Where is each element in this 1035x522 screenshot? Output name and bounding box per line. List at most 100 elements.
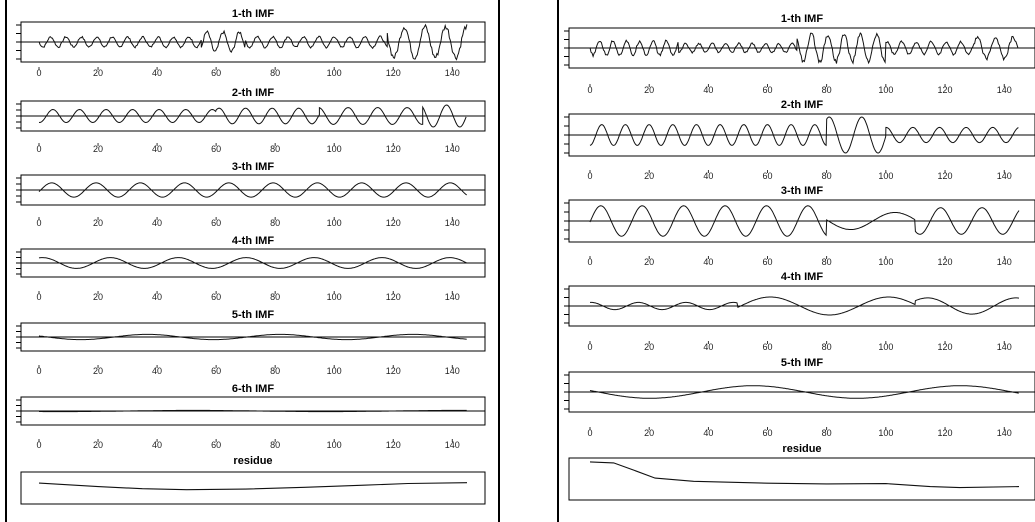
x-tick-label: 140: [445, 366, 460, 376]
x-tick-label: 80: [270, 218, 280, 228]
plot-frame: [20, 471, 486, 505]
subplot-title: 6-th IMF: [232, 383, 274, 395]
x-tick-label: 40: [152, 292, 162, 302]
x-tick-label: 60: [211, 68, 221, 78]
x-tick-label: 80: [822, 257, 832, 267]
x-tick-label: 120: [938, 257, 953, 267]
x-tick-label: 60: [211, 144, 221, 154]
x-tick-label: 60: [211, 292, 221, 302]
x-tick-label: 140: [445, 292, 460, 302]
x-tick-label: 140: [445, 68, 460, 78]
subplot-title: 2-th IMF: [781, 99, 823, 111]
imf-subplot: 5-th IMF 0 20 40 60 80 100 120 140: [564, 357, 1035, 438]
imf-subplot: 3-th IMF 0 20 40 60 80 100 120 140: [16, 161, 486, 228]
x-tick-label: 20: [644, 85, 654, 95]
imf-series-line: [38, 104, 467, 128]
x-tick-label: 20: [93, 292, 103, 302]
imf-series-line: [590, 296, 1020, 316]
subplot-title: 1-th IMF: [232, 8, 274, 20]
x-tick-label: 60: [763, 257, 773, 267]
residue-series-line: [589, 461, 1020, 489]
subplot-title: residue: [233, 455, 272, 467]
x-tick-label: 20: [93, 366, 103, 376]
imf-series-line: [39, 409, 467, 413]
x-tick-label: 80: [270, 366, 280, 376]
x-tick-label: 60: [211, 366, 221, 376]
x-tick-label: 40: [152, 218, 162, 228]
x-tick-label: 100: [878, 85, 893, 95]
x-tick-label: 120: [386, 68, 401, 78]
imf-series-line: [38, 257, 467, 269]
subplot-title: 5-th IMF: [232, 309, 274, 321]
x-tick-label: 100: [878, 171, 893, 181]
x-tick-label: 80: [822, 342, 832, 352]
x-tick-label: 140: [997, 342, 1012, 352]
x-tick-label: 60: [763, 342, 773, 352]
x-tick-label: 60: [763, 428, 773, 438]
imf-series-line: [38, 333, 467, 341]
x-tick-label: 80: [270, 144, 280, 154]
x-tick-label: 120: [938, 85, 953, 95]
x-tick-label: 100: [878, 342, 893, 352]
x-tick-label: 120: [386, 292, 401, 302]
subplot-title: 5-th IMF: [781, 357, 823, 369]
x-tick-label: 40: [703, 85, 713, 95]
x-tick-label: 20: [644, 171, 654, 181]
x-tick-label: 0: [36, 366, 41, 376]
x-tick-label: 60: [763, 171, 773, 181]
x-tick-label: 0: [587, 257, 592, 267]
imf-series-line: [589, 116, 1019, 154]
subplot-title: 2-th IMF: [232, 87, 274, 99]
imf-series-line: [38, 182, 468, 198]
left-imf-figure: 1-th IMF 0 20 40 60 80 100 120 140 2-th IMF 0 20 40 6…: [16, 8, 486, 505]
x-tick-label: 20: [93, 440, 103, 450]
x-tick-label: 140: [997, 85, 1012, 95]
x-tick-label: 0: [587, 85, 592, 95]
x-tick-label: 100: [327, 366, 342, 376]
x-tick-label: 20: [93, 144, 103, 154]
subplot-title: 3-th IMF: [781, 185, 823, 197]
x-tick-label: 60: [763, 85, 773, 95]
x-tick-label: 60: [211, 218, 221, 228]
subplot-title: 1-th IMF: [781, 13, 823, 25]
x-tick-label: 20: [644, 342, 654, 352]
x-tick-label: 0: [36, 440, 41, 450]
x-tick-label: 80: [270, 292, 280, 302]
x-tick-label: 20: [93, 218, 103, 228]
x-tick-label: 120: [938, 171, 953, 181]
x-tick-label: 40: [703, 342, 713, 352]
x-tick-label: 0: [587, 171, 592, 181]
x-tick-label: 40: [703, 257, 713, 267]
x-tick-label: 40: [703, 428, 713, 438]
right-figure-panel: 1-th IMF 0 20 40 60 80 100 120 140 2-th IMF 0 20 40 6…: [557, 0, 1035, 522]
x-tick-label: 20: [644, 257, 654, 267]
imf-subplot: 6-th IMF 0 20 40 60 80 100 120 140: [16, 383, 486, 450]
imf-series-line: [589, 205, 1020, 237]
x-tick-label: 40: [152, 144, 162, 154]
subplot-title: 3-th IMF: [232, 161, 274, 173]
x-tick-label: 80: [270, 68, 280, 78]
x-tick-label: 120: [386, 440, 401, 450]
x-tick-label: 0: [36, 144, 41, 154]
imf-subplot: 2-th IMF 0 20 40 60 80 100 120 140: [564, 99, 1035, 181]
imf-series-line: [589, 32, 1019, 65]
left-figure-panel: 1-th IMF 0 20 40 60 80 100 120 140 2-th IMF 0 20 40 6…: [5, 0, 500, 522]
x-tick-label: 80: [270, 440, 280, 450]
subplot-title: 4-th IMF: [232, 235, 274, 247]
x-tick-label: 100: [327, 292, 342, 302]
x-tick-label: 80: [822, 428, 832, 438]
x-tick-label: 120: [386, 144, 401, 154]
subplot-title: 4-th IMF: [781, 271, 823, 283]
right-imf-figure: 1-th IMF 0 20 40 60 80 100 120 140 2-th IMF 0 20 40 6…: [564, 13, 1035, 501]
x-tick-label: 0: [36, 68, 41, 78]
x-tick-label: 120: [386, 366, 401, 376]
imf-series-line: [38, 23, 468, 61]
x-tick-label: 100: [327, 440, 342, 450]
imf-subplot: 2-th IMF 0 20 40 60 80 100 120 140: [16, 87, 486, 154]
plot-frame: [568, 457, 1035, 501]
x-tick-label: 140: [997, 171, 1012, 181]
x-tick-label: 20: [644, 428, 654, 438]
x-tick-label: 0: [36, 292, 41, 302]
x-tick-label: 60: [211, 440, 221, 450]
imf-subplot: 4-th IMF 0 20 40 60 80 100 120 140: [16, 235, 486, 302]
